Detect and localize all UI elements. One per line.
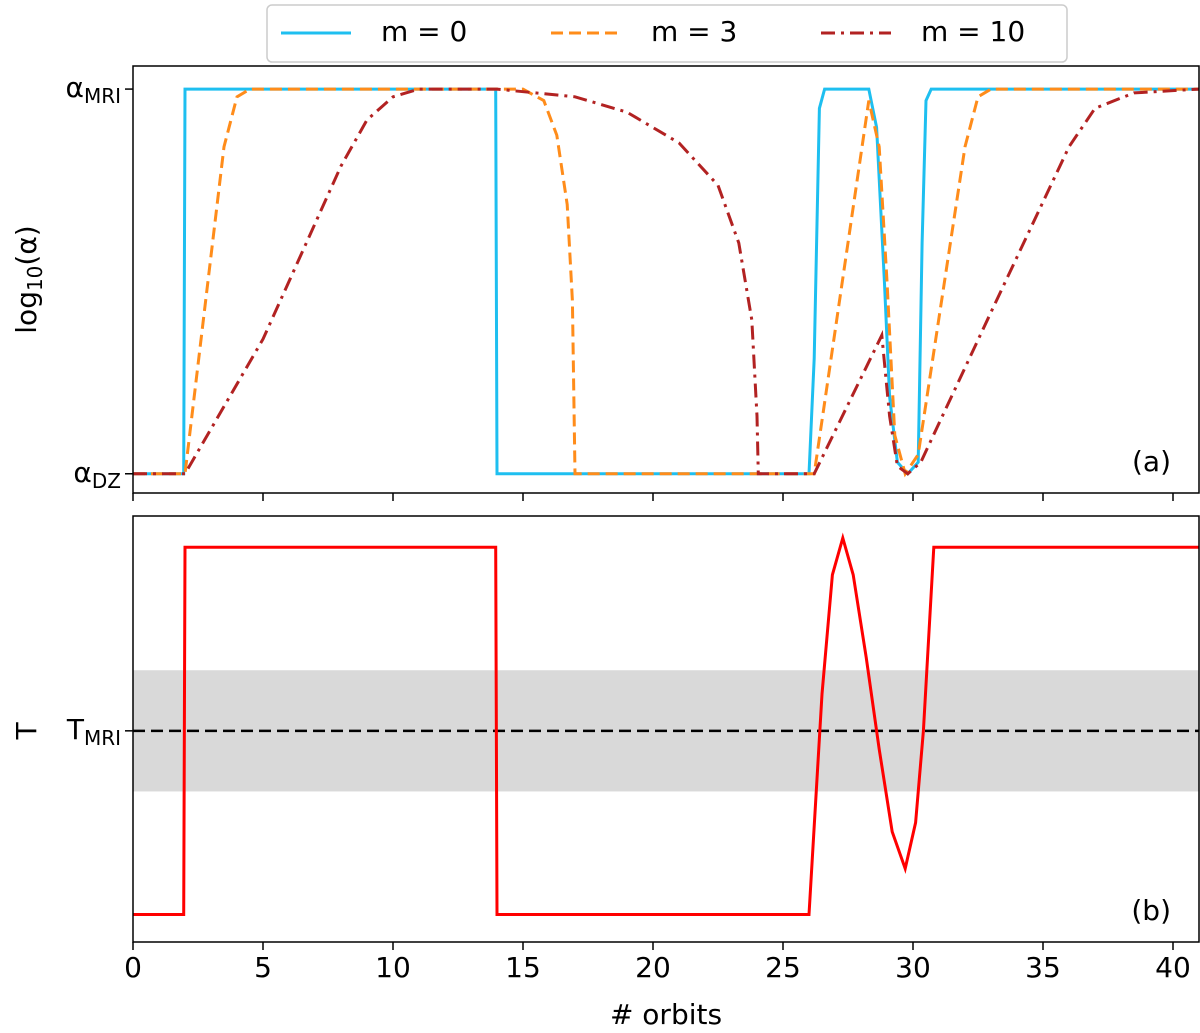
y-tick-label: TMRI (66, 713, 121, 750)
x-tick-label: 35 (1025, 951, 1061, 984)
series-line (133, 87, 1199, 476)
x-tick-label: 40 (1155, 951, 1191, 984)
y-tick-label: αDZ (73, 456, 121, 493)
y-axis-label: T (10, 721, 43, 740)
x-axis-label: # orbits (610, 998, 722, 1031)
legend-label: m = 3 (651, 15, 737, 48)
plot-area (133, 87, 1199, 478)
x-tick-label: 30 (895, 951, 931, 984)
legend: m = 0 m = 3 m = 10 (266, 4, 1068, 63)
panel-annotation: (a) (1132, 445, 1171, 478)
x-tick-label: 0 (124, 951, 142, 984)
y-axis-label: log10(α) (10, 225, 47, 333)
legend-label: m = 0 (381, 15, 467, 48)
legend-label: m = 10 (921, 15, 1025, 48)
legend-box (266, 4, 1068, 63)
series-line (133, 87, 1199, 478)
x-tick-label: 20 (635, 951, 671, 984)
x-tick-label: 25 (765, 951, 801, 984)
x-tick-label: 10 (375, 951, 411, 984)
y-tick-label: αMRI (65, 71, 121, 108)
panel-annotation: (b) (1131, 894, 1171, 927)
series-line (133, 87, 1199, 477)
plot-area (133, 532, 1199, 916)
x-tick-label: 5 (254, 951, 272, 984)
series-line (133, 532, 1199, 916)
axes-frame (132, 515, 1200, 943)
x-tick-label: 15 (505, 951, 541, 984)
axes-frame (132, 65, 1200, 494)
